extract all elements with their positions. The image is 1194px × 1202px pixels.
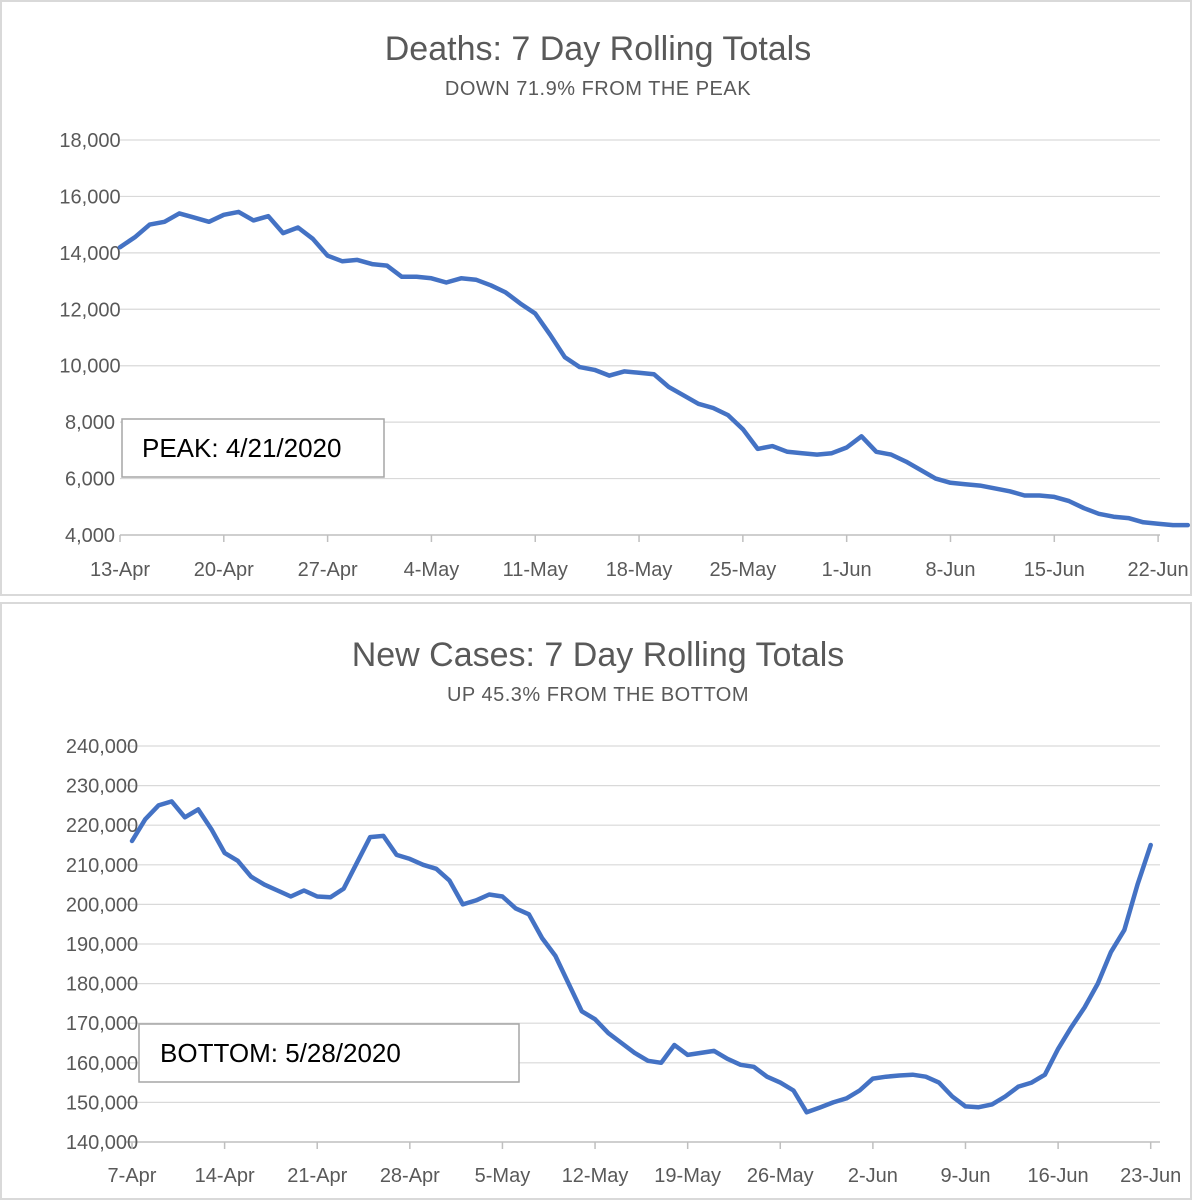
x-axis-ticks: 13-Apr 20-Apr 27-Apr 4-May 11-May 18-May 25-Ma…: [90, 535, 1189, 581]
annotation-box: [138, 1023, 520, 1083]
x-tick-label: 8-Jun: [925, 559, 975, 581]
annotation-box: [121, 418, 385, 478]
y-tick-label: 18,000: [59, 130, 120, 152]
x-tick-label: 12-May: [562, 1165, 629, 1187]
x-tick-label: 9-Jun: [940, 1165, 990, 1187]
x-tick-label: 23-Jun: [1120, 1165, 1181, 1187]
y-axis-ticks: 4,000 6,000 8,000 10,000 12,000 14,000 16,000 1…: [59, 130, 120, 547]
x-tick-label: 19-May: [654, 1165, 721, 1187]
y-tick-label: 4,000: [65, 525, 115, 547]
y-tick-label: 230,000: [66, 776, 138, 798]
x-tick-label: 16-Jun: [1028, 1165, 1089, 1187]
x-tick-label: 18-May: [606, 559, 673, 581]
x-tick-label: 14-Apr: [195, 1165, 255, 1187]
y-tick-label: 8,000: [65, 412, 115, 434]
y-tick-label: 190,000: [66, 934, 138, 956]
y-tick-label: 16,000: [59, 186, 120, 208]
gridlines: [125, 745, 1160, 1143]
y-tick-label: 150,000: [66, 1092, 138, 1114]
annotation-text: BOTTOM: 5/28/2020: [160, 1038, 401, 1068]
x-tick-label: 28-Apr: [380, 1165, 440, 1187]
chart-title: Deaths: 7 Day Rolling Totals: [385, 30, 811, 68]
x-tick-label: 1-Jun: [822, 559, 872, 581]
x-tick-label: 25-May: [710, 559, 777, 581]
y-tick-label: 220,000: [66, 815, 138, 837]
series-layer: [129, 799, 1153, 1115]
x-tick-label: 4-May: [404, 559, 460, 581]
x-tick-label: 22-Jun: [1128, 559, 1189, 581]
x-tick-label: 11-May: [503, 559, 568, 581]
annotation-text: PEAK: 4/21/2020: [142, 433, 341, 463]
cases-chart-panel: New Cases: 7 Day Rolling Totals UP 45.3%…: [0, 602, 1192, 1200]
series-layer: [117, 209, 1191, 528]
x-tick-label: 27-Apr: [298, 559, 358, 581]
y-axis-ticks: 140,000 150,000 160,000 170,000 180,000 190,0…: [66, 736, 138, 1154]
series-line: [117, 209, 1191, 528]
series-line: [129, 799, 1153, 1115]
chart-subtitle: DOWN 71.9% FROM THE PEAK: [445, 78, 751, 100]
x-tick-label: 7-Apr: [108, 1165, 157, 1187]
x-tick-label: 21-Apr: [287, 1165, 347, 1187]
x-tick-label: 5-May: [475, 1165, 531, 1187]
y-tick-label: 14,000: [59, 243, 120, 265]
chart-subtitle: UP 45.3% FROM THE BOTTOM: [447, 684, 749, 706]
deaths-chart-panel: Deaths: 7 Day Rolling Totals DOWN 71.9% …: [0, 0, 1192, 596]
y-tick-label: 240,000: [66, 736, 138, 758]
y-tick-label: 170,000: [66, 1013, 138, 1035]
y-tick-label: 200,000: [66, 894, 138, 916]
y-tick-label: 10,000: [59, 356, 120, 378]
x-tick-label: 2-Jun: [848, 1165, 898, 1187]
y-tick-label: 6,000: [65, 469, 115, 491]
y-tick-label: 12,000: [59, 299, 120, 321]
y-tick-label: 180,000: [66, 974, 138, 996]
x-tick-label: 26-May: [747, 1165, 814, 1187]
y-tick-label: 140,000: [66, 1132, 138, 1154]
deaths-chart: Deaths: 7 Day Rolling Totals DOWN 71.9% …: [59, 30, 1191, 581]
x-axis-ticks: 7-Apr 14-Apr 21-Apr 28-Apr 5-May 12-May 19-May…: [108, 1142, 1181, 1187]
chart-title: New Cases: 7 Day Rolling Totals: [352, 636, 845, 674]
y-tick-label: 160,000: [66, 1053, 138, 1075]
y-tick-label: 210,000: [66, 855, 138, 877]
x-tick-label: 13-Apr: [90, 559, 150, 581]
x-tick-label: 15-Jun: [1024, 559, 1085, 581]
cases-chart: New Cases: 7 Day Rolling Totals UP 45.3%…: [66, 636, 1181, 1187]
x-tick-label: 20-Apr: [194, 559, 254, 581]
